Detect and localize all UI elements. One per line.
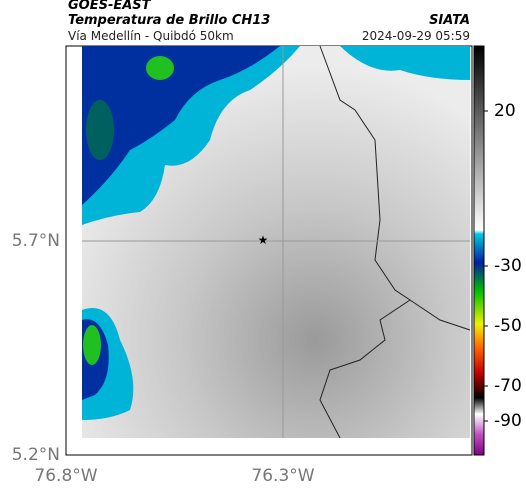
colorbar-tick-label: -90 [494,411,522,431]
cold-cloud [83,325,101,365]
lon-label: 76.8°W [34,466,97,486]
lon-label: 76.3°W [251,466,314,486]
lat-label: 5.2°N [12,445,60,465]
cold-cloud [82,46,280,205]
map: ★ 5.7°N 5.2°N 76.8°W 76.3°W [12,45,473,486]
colorbar: 20 -30 -50 -70 -90 [473,45,522,456]
border [319,45,411,439]
left-subtitle: Temperatura de Brillo CH13 [68,13,270,28]
header: GOES-EAST Temperatura de Brillo CH13 Vía… [68,0,470,43]
left-title: GOES-EAST [68,0,152,13]
colorbar-tick-label: 20 [494,101,516,121]
cold-cloud [86,100,114,160]
colorbar-tick-label: -50 [494,316,522,336]
cold-cloud [340,46,470,80]
right-title: SIATA [429,13,470,28]
left-caption: Vía Medellín - Quibdó 50km [68,29,234,43]
right-caption: 2024-09-29 05:59 [362,29,470,43]
colorbar-tick-label: -70 [494,376,522,396]
lat-label: 5.7°N [12,231,60,251]
border [409,299,471,331]
star-marker: ★ [258,233,269,247]
colorbar-bar [473,45,485,456]
colorbar-tick-label: -30 [494,256,522,276]
cold-cloud [146,56,174,80]
